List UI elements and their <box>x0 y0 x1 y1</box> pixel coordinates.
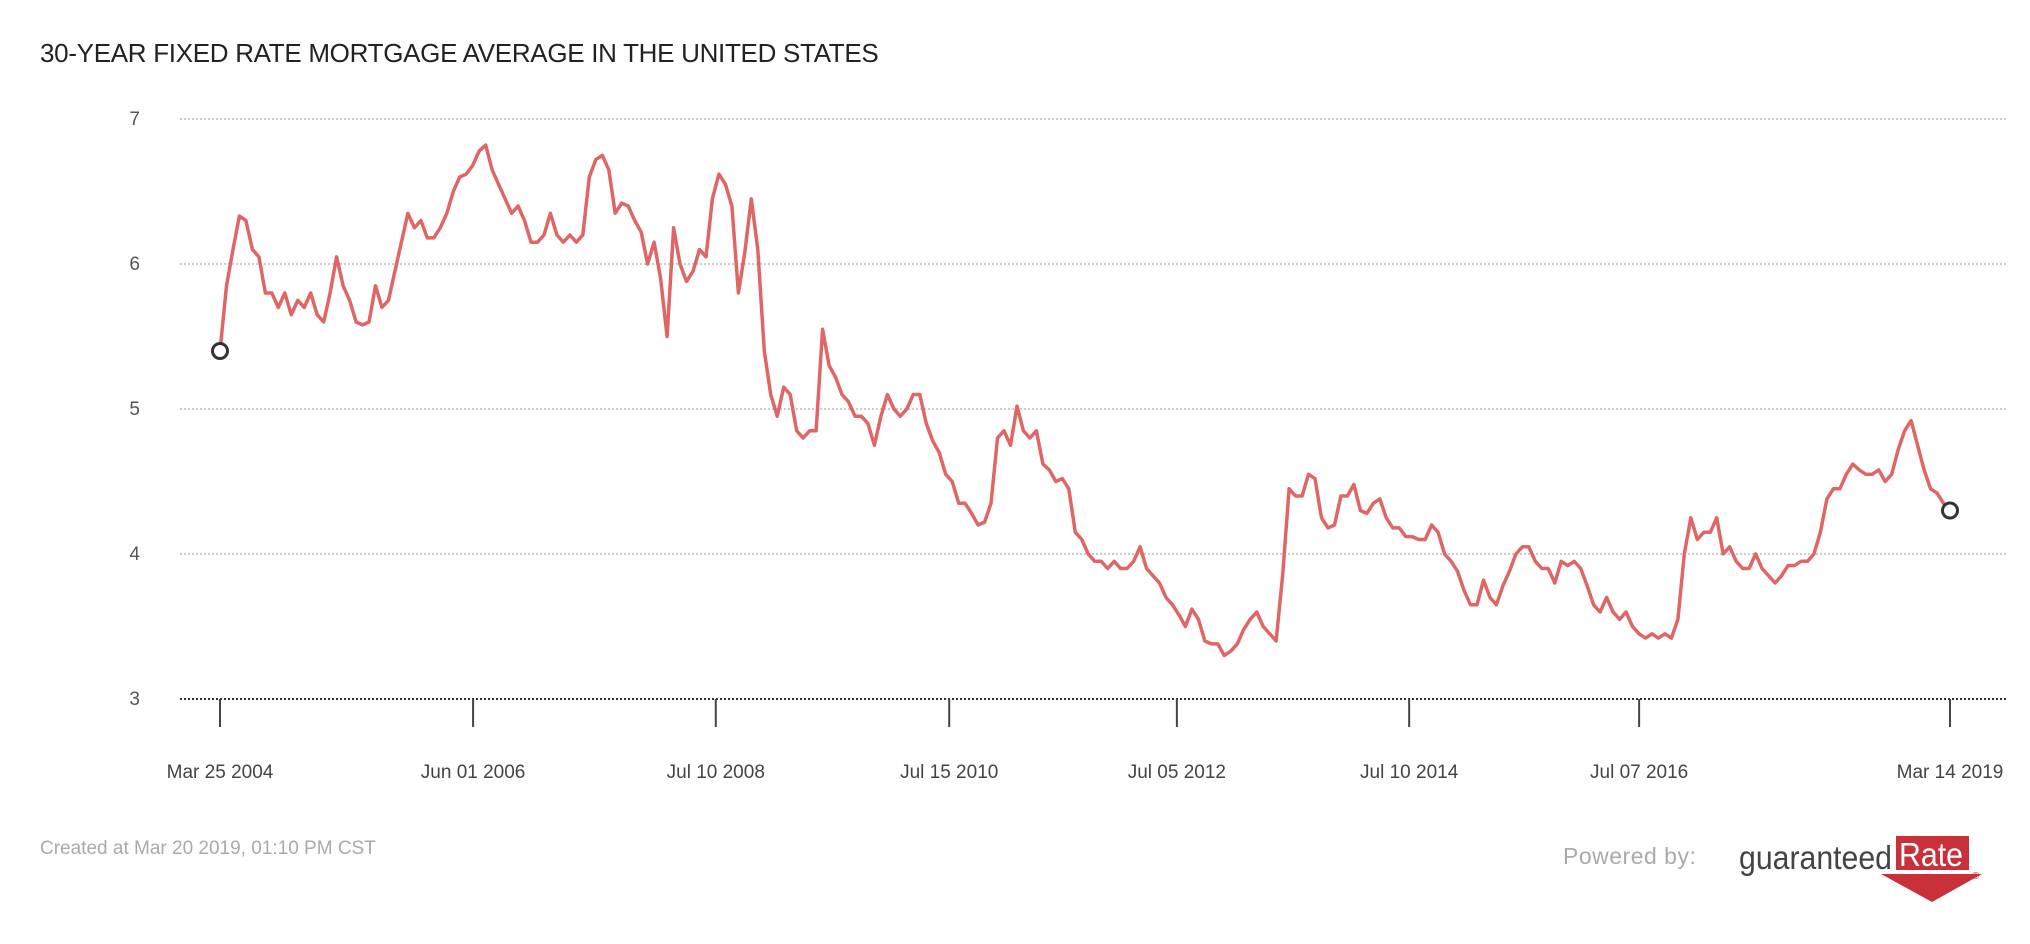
x-tick-label: Jun 01 2006 <box>421 762 526 783</box>
series-line <box>218 143 1952 658</box>
y-tick-label: 6 <box>129 254 140 275</box>
chart-title: 30-YEAR FIXED RATE MORTGAGE AVERAGE IN T… <box>40 38 879 68</box>
y-tick-label: 4 <box>129 544 140 565</box>
y-tick-label: 3 <box>129 689 140 710</box>
endpoint-markers <box>211 342 1959 520</box>
x-tick-label: Jul 07 2016 <box>1590 762 1688 783</box>
y-axis: 3 4 5 6 7 <box>129 109 140 710</box>
x-tick-label: Jul 10 2008 <box>667 762 765 783</box>
gridlines <box>180 118 2006 700</box>
line-chart: 3 4 5 6 7 Mar 25 2004 Jun 01 2006 Jul 10 2008 J… <box>129 109 2006 783</box>
svg-text:guaranteed: guaranteed <box>1739 839 1892 876</box>
start-marker <box>211 342 229 360</box>
x-tick-label: Jul 10 2014 <box>1360 762 1459 783</box>
x-tick-label: Jul 15 2010 <box>900 762 998 783</box>
y-tick-label: 5 <box>129 399 140 420</box>
x-axis: Mar 25 2004 Jun 01 2006 Jul 10 2008 Jul 15 … <box>167 699 2004 783</box>
guaranteed-rate-logo[interactable]: guaranteed Rate ® <box>1735 832 1995 907</box>
x-tick-label: Mar 25 2004 <box>167 762 274 783</box>
powered-by-label: Powered by: <box>1563 843 1697 869</box>
end-marker <box>1941 501 1959 520</box>
x-tick-label: Jul 05 2012 <box>1128 762 1226 783</box>
created-timestamp: Created at Mar 20 2019, 01:10 PM CST <box>40 838 376 859</box>
svg-text:Rate: Rate <box>1899 836 1963 873</box>
svg-text:®: ® <box>1972 871 1980 882</box>
y-tick-label: 7 <box>129 109 140 130</box>
x-tick-label: Mar 14 2019 <box>1897 762 2004 783</box>
